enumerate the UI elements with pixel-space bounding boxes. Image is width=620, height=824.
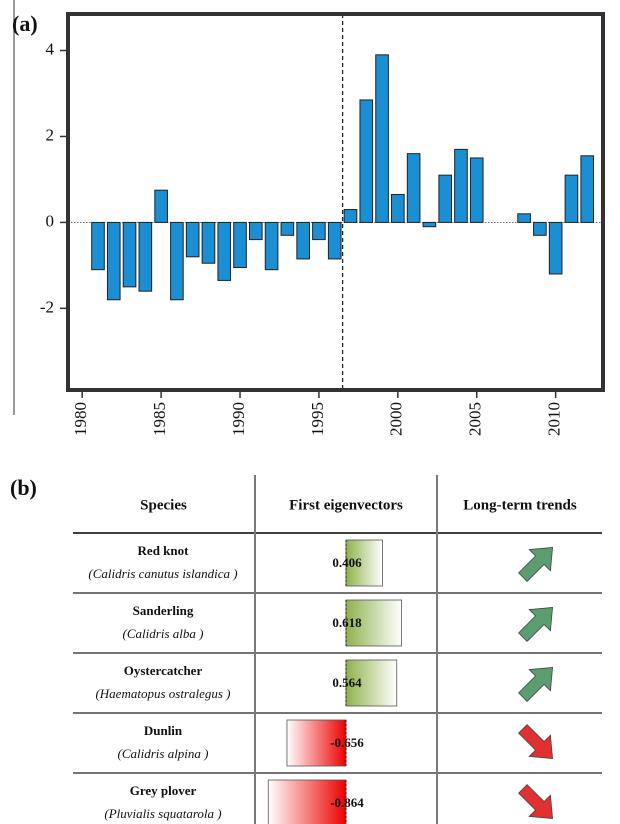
- species-name: Oystercatcher: [124, 663, 203, 678]
- bar: [233, 221, 247, 269]
- bar: [438, 174, 452, 223]
- bar: [170, 221, 184, 301]
- bar: [533, 221, 547, 236]
- bar: [217, 221, 232, 281]
- bar: [312, 221, 326, 241]
- species-latin: (Haematopus ostralegus ): [95, 686, 230, 701]
- bar: [248, 221, 263, 241]
- bar: [154, 189, 168, 223]
- eigen-bar: [345, 659, 398, 707]
- species-name: Grey plover: [130, 783, 197, 798]
- bar: [564, 174, 579, 223]
- column-header: Long-term trends: [463, 497, 577, 513]
- y-tick-label: 4: [46, 39, 55, 58]
- eigen-value: 0.406: [332, 555, 362, 570]
- bar: [375, 54, 389, 223]
- species-latin: (Calidris alba ): [123, 626, 204, 641]
- bar: [580, 155, 595, 223]
- trend-arrow: [518, 667, 553, 702]
- bar: [548, 221, 563, 275]
- bar: [122, 221, 137, 288]
- column-header: First eigenvectors: [289, 497, 403, 513]
- species-name: Red knot: [138, 543, 190, 558]
- y-tick-label: 0: [46, 211, 55, 230]
- x-tick-label: 2005: [466, 402, 485, 436]
- panel-label: (b): [10, 475, 37, 500]
- trend-arrow: [518, 607, 553, 642]
- eigen-bar: [345, 599, 403, 647]
- bar: [359, 99, 374, 223]
- eigen-value: -0.656: [330, 735, 364, 750]
- bar: [296, 221, 310, 260]
- bar: [517, 213, 531, 223]
- species-latin: (Pluvialis squatarola ): [104, 806, 221, 821]
- bar: [469, 157, 484, 223]
- bar: [391, 193, 405, 223]
- bar: [406, 153, 421, 223]
- bar: [422, 221, 437, 228]
- y-tick-label: 2: [46, 125, 55, 144]
- bar: [106, 221, 121, 301]
- trend-arrow: [518, 724, 553, 759]
- x-tick-label: 2010: [545, 402, 564, 436]
- x-tick-label: 1985: [150, 402, 169, 436]
- plot-frame: [66, 12, 605, 392]
- eigen-bar: [267, 779, 347, 824]
- plot: 4 2 0 -2 1980 1985 1990 1995 2000 2005 2010: [40, 12, 605, 436]
- x-tick-label: 1980: [71, 402, 90, 436]
- eigen-bar: [286, 719, 347, 767]
- trend-arrow: [518, 784, 553, 819]
- eigen-bar: [345, 539, 383, 587]
- bar: [264, 221, 279, 271]
- eigen-value: 0.618: [332, 615, 362, 630]
- species-latin: (Calidris alpina ): [117, 746, 208, 761]
- bar: [343, 209, 358, 223]
- bar: [138, 221, 153, 292]
- bar: [280, 221, 295, 236]
- column-header: Species: [140, 497, 187, 513]
- bar: [91, 221, 105, 271]
- eigen-value: -0.864: [330, 795, 364, 810]
- eigen-value: 0.564: [332, 675, 362, 690]
- x-tick-label: 1995: [308, 402, 327, 436]
- y-tick-label: -2: [40, 297, 54, 316]
- table: Species First eigenvectors Long-term trend…: [73, 475, 602, 824]
- trend-arrow: [518, 547, 553, 582]
- species-name: Dunlin: [144, 723, 183, 738]
- bar: [185, 221, 200, 258]
- species-name: Sanderling: [133, 603, 194, 618]
- bar: [327, 221, 342, 260]
- bar: [201, 221, 216, 264]
- panel-label: (a): [12, 11, 38, 36]
- x-tick-label: 2000: [387, 402, 406, 436]
- species-latin: (Calidris canutus islandica ): [88, 566, 237, 581]
- bar: [454, 148, 468, 223]
- x-tick-label: 1990: [229, 402, 248, 436]
